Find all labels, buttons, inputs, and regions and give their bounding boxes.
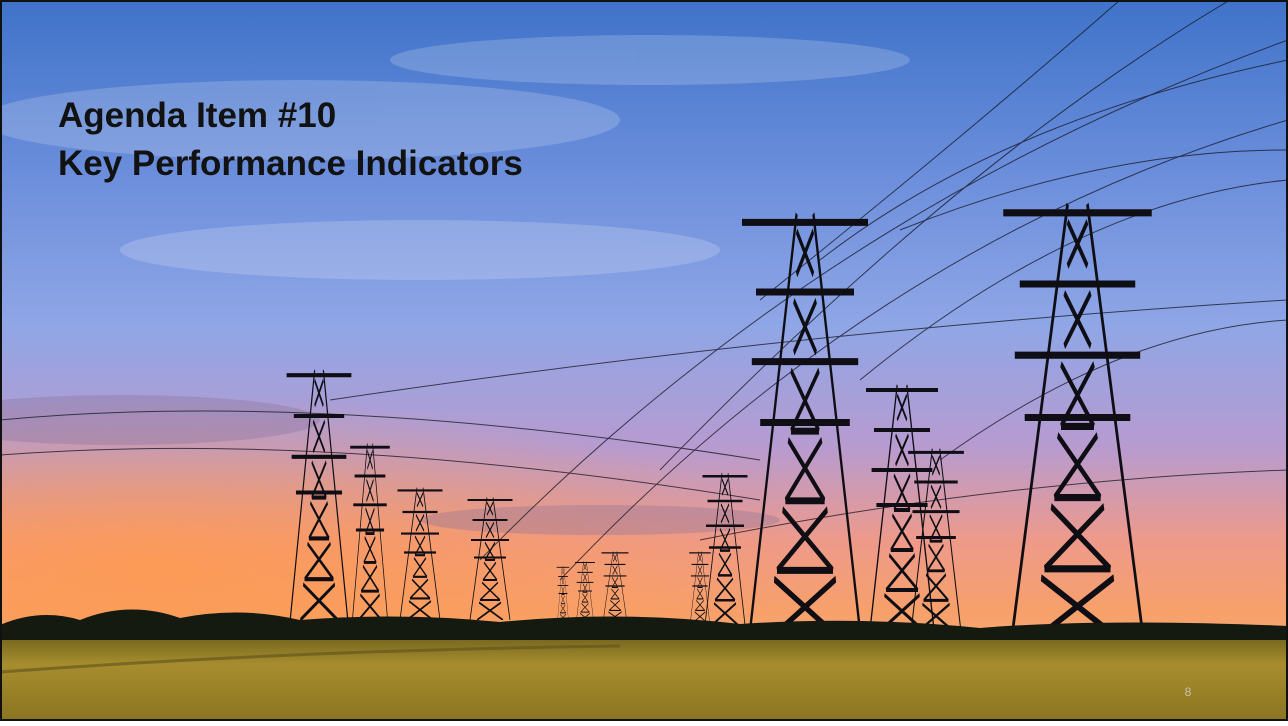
page-number: 8 bbox=[1185, 685, 1192, 699]
field bbox=[0, 640, 1288, 721]
title-line: Agenda Item #10 bbox=[58, 96, 336, 135]
title-line: Key Performance Indicators bbox=[58, 144, 523, 183]
slide: Agenda Item #10 Key Performance Indicato… bbox=[0, 0, 1288, 721]
page: {"slide": {"title_lines": ["Agenda Item … bbox=[0, 0, 1288, 721]
